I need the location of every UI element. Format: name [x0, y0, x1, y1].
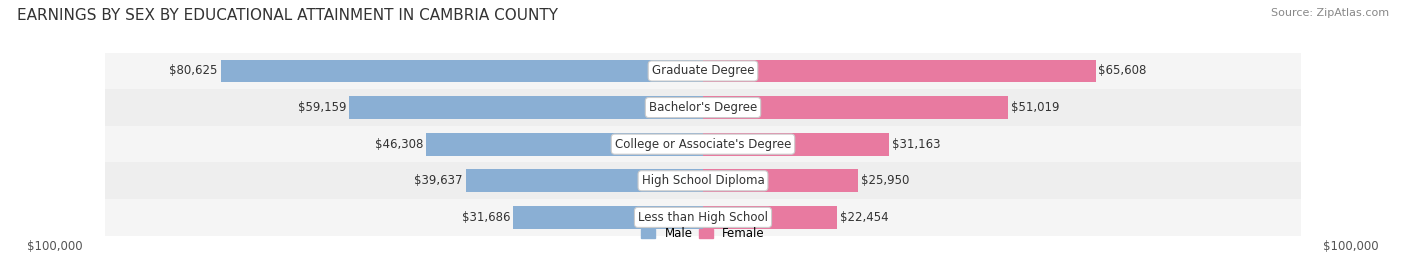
Text: $65,608: $65,608 [1098, 64, 1147, 77]
Bar [104, 89, 1302, 126]
Text: $39,637: $39,637 [415, 174, 463, 187]
Text: $100,000: $100,000 [27, 240, 83, 253]
Text: Less than High School: Less than High School [638, 211, 768, 224]
Text: $25,950: $25,950 [862, 174, 910, 187]
Bar [703, 96, 1008, 119]
Text: $22,454: $22,454 [841, 211, 889, 224]
Bar [465, 169, 703, 192]
Bar [703, 206, 838, 229]
Text: $31,686: $31,686 [463, 211, 510, 224]
Text: $80,625: $80,625 [169, 64, 218, 77]
Bar [104, 162, 1302, 199]
Bar [426, 133, 703, 155]
Text: $46,308: $46,308 [374, 138, 423, 151]
Bar [104, 53, 1302, 89]
Bar [104, 126, 1302, 162]
Text: $59,159: $59,159 [298, 101, 346, 114]
Bar [104, 199, 1302, 236]
Text: $51,019: $51,019 [1011, 101, 1060, 114]
Text: $31,163: $31,163 [893, 138, 941, 151]
Text: Source: ZipAtlas.com: Source: ZipAtlas.com [1271, 8, 1389, 18]
Bar [703, 169, 858, 192]
Bar [221, 59, 703, 82]
Bar [349, 96, 703, 119]
Text: Bachelor's Degree: Bachelor's Degree [650, 101, 756, 114]
Bar [703, 133, 890, 155]
Text: College or Associate's Degree: College or Associate's Degree [614, 138, 792, 151]
Bar [513, 206, 703, 229]
Text: High School Diploma: High School Diploma [641, 174, 765, 187]
Text: Graduate Degree: Graduate Degree [652, 64, 754, 77]
Text: EARNINGS BY SEX BY EDUCATIONAL ATTAINMENT IN CAMBRIA COUNTY: EARNINGS BY SEX BY EDUCATIONAL ATTAINMEN… [17, 8, 558, 23]
Bar [703, 59, 1095, 82]
Text: $100,000: $100,000 [1323, 240, 1379, 253]
Legend: Male, Female: Male, Female [637, 222, 769, 245]
